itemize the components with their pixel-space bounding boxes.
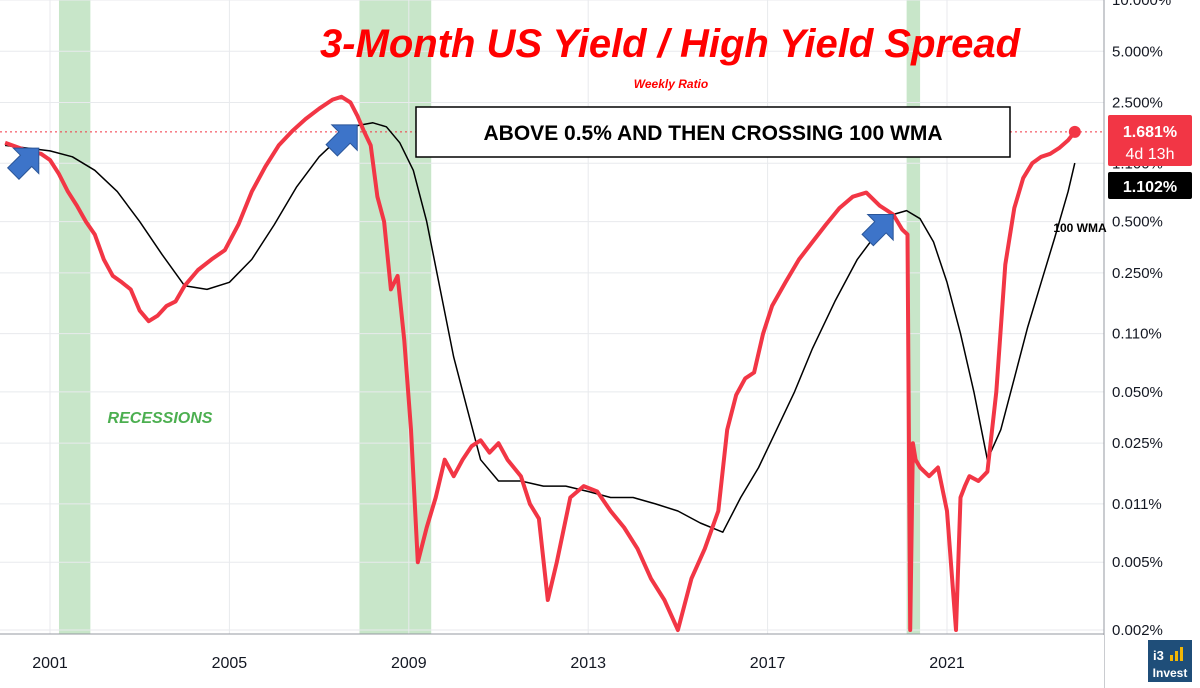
- arrow-marker-3: [861, 214, 894, 247]
- y-tick-label: 0.110%: [1112, 326, 1162, 343]
- last-value-dot: [1068, 125, 1081, 138]
- y-tick-label: 0.500%: [1112, 214, 1163, 231]
- x-tick-label: 2009: [391, 655, 427, 672]
- series-line-100wma: [5, 122, 1076, 533]
- wma-value-label: 1.102%: [1123, 179, 1177, 196]
- wma-label: 100 WMA: [1053, 221, 1107, 235]
- arrow-marker-1: [6, 147, 40, 180]
- y-tick-label: 0.002%: [1112, 622, 1163, 639]
- y-tick-label: 0.025%: [1112, 435, 1163, 452]
- y-tick-label: 10.000%: [1112, 0, 1171, 9]
- chart-title: 3-Month US Yield / High Yield Spread: [320, 22, 1022, 66]
- annotation-text: ABOVE 0.5% AND THEN CROSSING 100 WMA: [484, 122, 943, 145]
- grid: [0, 0, 1104, 634]
- y-tick-label: 0.011%: [1112, 496, 1162, 513]
- chart-subtitle: Weekly Ratio: [634, 77, 708, 91]
- recession-band-2: [359, 0, 432, 634]
- y-tick-label: 0.050%: [1112, 384, 1163, 401]
- y-axis-labels: 10.000%5.000%2.500%1.100%0.500%0.250%0.1…: [1112, 0, 1171, 639]
- wma-value-badge: 1.102%: [1108, 172, 1192, 199]
- logo-line2: Invest: [1153, 666, 1188, 680]
- arrows-layer: [6, 124, 894, 247]
- x-tick-label: 2017: [750, 655, 786, 672]
- x-tick-label: 2013: [570, 655, 606, 672]
- y-tick-label: 0.005%: [1112, 554, 1163, 571]
- series-layer: [4, 94, 1077, 632]
- y-tick-label: 2.500%: [1112, 95, 1163, 112]
- x-axis-area[interactable]: [0, 635, 1104, 688]
- x-axis-labels: 2001 2005 2009 2013 2017 2021: [32, 655, 965, 672]
- x-tick-label: 2005: [212, 655, 248, 672]
- recession-bands: [58, 0, 921, 634]
- x-tick-label: 2001: [32, 655, 68, 672]
- recession-band-1: [58, 0, 91, 634]
- i3-invest-logo: i3 Invest: [1148, 640, 1192, 682]
- x-tick-label: 2021: [929, 655, 965, 672]
- annotation-box: ABOVE 0.5% AND THEN CROSSING 100 WMA: [415, 106, 1011, 158]
- series-value-badge: 1.681% 4d 13h: [1108, 115, 1192, 166]
- series-value-label: 1.681%: [1123, 124, 1177, 141]
- logo-line1: i3: [1153, 648, 1164, 663]
- series-line-ratio: [4, 94, 1077, 632]
- arrow-marker-2: [325, 124, 358, 157]
- countdown-label: 4d 13h: [1126, 146, 1175, 163]
- y-tick-label: 0.250%: [1112, 265, 1163, 282]
- recessions-label: RECESSIONS: [108, 410, 213, 427]
- y-tick-label: 5.000%: [1112, 43, 1163, 60]
